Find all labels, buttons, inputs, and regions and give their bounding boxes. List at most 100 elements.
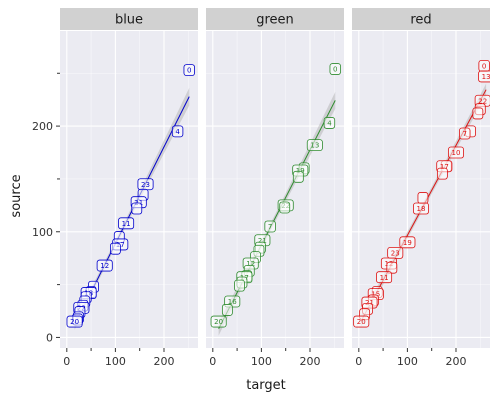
x-tick-label: 100 (251, 355, 272, 368)
x-tick-label: 200 (153, 355, 174, 368)
data-point: 20 (210, 315, 227, 328)
data-point-box (447, 146, 464, 159)
data-point-box (399, 236, 416, 249)
data-point-label: 0 (333, 66, 337, 74)
data-point (417, 192, 429, 204)
y-tick-label: 100 (32, 226, 53, 239)
data-point-box (329, 63, 341, 75)
data-point: 13 (306, 139, 323, 152)
y-axis: 0 100 200 (32, 72, 60, 344)
y-tick-label: 0 (46, 331, 53, 344)
data-point-box (171, 125, 184, 138)
y-tick-label: 200 (32, 120, 53, 133)
x-axis-title: target (246, 378, 286, 393)
data-point (292, 170, 304, 183)
data-point: 18 (412, 202, 429, 215)
data-point-box (183, 64, 195, 76)
x-tick-label: 200 (299, 355, 320, 368)
data-point (221, 304, 233, 316)
data-point-box (353, 315, 370, 328)
data-point-box (264, 220, 276, 233)
data-point-label: 18 (417, 205, 426, 213)
x-tick-label: 0 (355, 355, 362, 368)
data-point: 7 (264, 220, 276, 233)
data-point-box (436, 167, 448, 180)
data-point-box (376, 271, 393, 284)
facet-panel-green: green04131922721121716200100200 (206, 8, 344, 368)
facet-panel-red: red013227101718192312111521200100200 (352, 8, 491, 368)
data-point-box (478, 70, 490, 83)
data-point-box (472, 107, 484, 120)
data-point-label: 4 (327, 120, 332, 128)
data-point-label: 16 (228, 298, 237, 306)
facet-strip (352, 8, 490, 30)
data-point-label: 22 (478, 97, 487, 105)
facet-strip-label: red (410, 13, 431, 28)
data-point-box (323, 117, 336, 129)
facet-strip-label: green (256, 13, 294, 28)
data-point-label: 12 (100, 262, 109, 270)
data-point-box (118, 217, 135, 230)
data-point-label: 19 (403, 239, 412, 247)
data-point (436, 167, 448, 180)
data-point: 11 (376, 271, 393, 284)
data-point-box (221, 304, 233, 316)
data-point-label: 0 (482, 62, 486, 70)
data-point (234, 279, 245, 292)
data-point: 4 (323, 117, 336, 129)
facet-strip (60, 8, 198, 30)
data-point-label: 20 (214, 318, 223, 326)
data-point-box (234, 279, 245, 292)
facet-strip (206, 8, 344, 30)
data-point: 0 (183, 64, 195, 76)
data-point-box (131, 202, 143, 215)
data-point-label: 13 (482, 73, 491, 81)
data-point: 10 (447, 146, 464, 159)
data-point-label: 23 (141, 181, 150, 189)
data-point-label: 23 (391, 250, 400, 258)
data-point: 0 (329, 63, 341, 75)
data-point-box (292, 170, 304, 183)
panel-background (206, 31, 344, 348)
data-point: 13 (478, 70, 491, 83)
x-tick-label: 0 (63, 355, 70, 368)
x-tick-label: 100 (105, 355, 126, 368)
data-point-label: 12 (246, 260, 255, 268)
data-point-label: 7 (462, 130, 466, 138)
data-point: 20 (353, 315, 370, 328)
data-point: 23 (387, 246, 404, 259)
data-point-label: 21 (258, 237, 267, 245)
facet-strip-label: blue (115, 13, 143, 28)
data-point-label: 20 (70, 318, 79, 326)
data-point: 23 (137, 178, 154, 191)
data-point (472, 107, 484, 120)
data-point-label: 20 (357, 318, 366, 326)
data-point-label: 10 (452, 149, 461, 157)
x-tick-label: 100 (397, 355, 418, 368)
data-point-label: 7 (268, 223, 272, 231)
data-point-label: 11 (380, 274, 389, 282)
data-point-box (66, 315, 83, 328)
data-point-label: 13 (310, 142, 319, 150)
data-point: 0 (478, 59, 490, 72)
data-point-box (459, 127, 471, 140)
data-point-box (306, 139, 323, 152)
data-point: 7 (459, 127, 471, 140)
data-point-box (109, 242, 121, 255)
x-tick-label: 200 (445, 355, 466, 368)
x-tick-label: 0 (209, 355, 216, 368)
data-point (279, 201, 291, 214)
data-point-box (279, 201, 291, 214)
data-point-box (96, 259, 113, 272)
data-point-box (210, 315, 227, 328)
data-point: 20 (66, 315, 83, 328)
data-point: 4 (171, 125, 184, 138)
data-point-label: 11 (122, 220, 131, 228)
data-point: 12 (96, 259, 113, 272)
data-point-label: 0 (187, 67, 191, 75)
facet-panel-blue: blue0423211117121822200100200 (60, 8, 198, 368)
y-axis-title: source (9, 174, 24, 217)
data-point: 11 (118, 217, 135, 230)
data-point: 19 (399, 236, 416, 249)
